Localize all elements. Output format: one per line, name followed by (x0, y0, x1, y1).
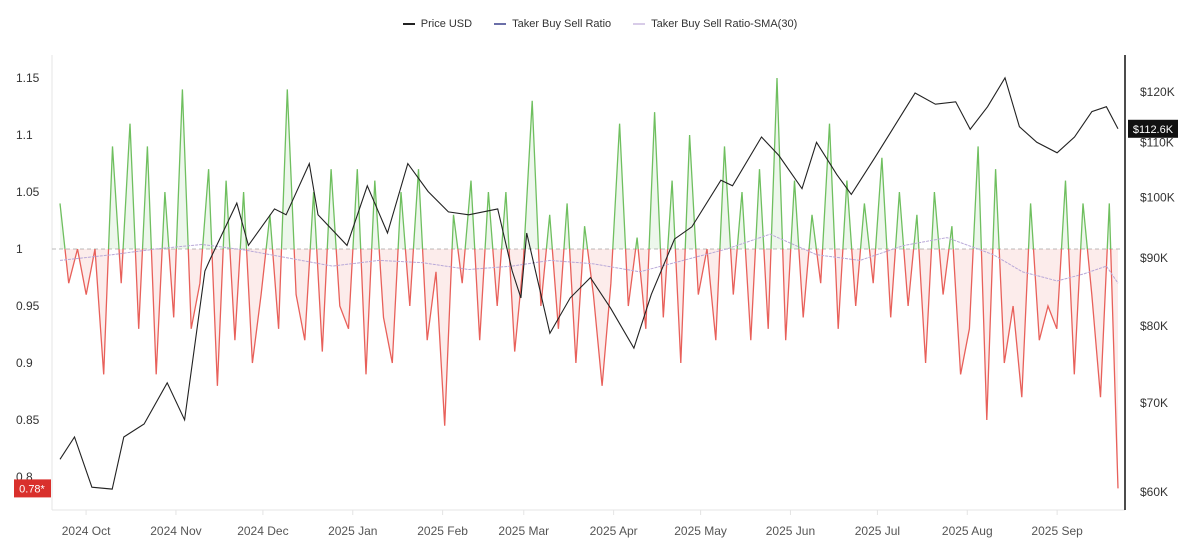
ratio-line-below (64, 249, 1119, 489)
y-right-tick-label: $90K (1140, 251, 1168, 265)
x-tick-label: 2024 Nov (150, 524, 201, 538)
legend-swatch-icon (633, 23, 646, 25)
legend-item-sma[interactable]: Taker Buy Sell Ratio-SMA(30) (633, 18, 797, 30)
legend-swatch-icon (402, 23, 415, 25)
y-left-tick-label: 0.95 (16, 299, 40, 313)
y-right-tick-label: $60K (1140, 485, 1168, 499)
y-left-tick-label: 0.9 (16, 356, 33, 370)
legend-label: Taker Buy Sell Ratio (512, 18, 612, 30)
x-tick-label: 2025 Aug (942, 524, 993, 538)
y-left-tick-label: 1.1 (16, 128, 33, 142)
legend-item-price[interactable]: Price USD (402, 18, 473, 30)
legend-label: Price USD (420, 18, 473, 30)
y-right-tick-label: $70K (1140, 396, 1168, 410)
price-last-value-badge (1128, 119, 1178, 138)
x-tick-label: 2025 Jan (328, 524, 377, 538)
y-left-tick-label: 1.15 (16, 71, 40, 85)
ratio-area-below (60, 249, 1118, 489)
x-tick-label: 2024 Oct (62, 524, 111, 538)
legend-swatch-icon (494, 23, 507, 25)
x-tick-label: 2025 May (674, 524, 727, 538)
sma-line (59, 233, 1119, 284)
x-tick-label: 2025 Apr (590, 524, 638, 538)
chart-legend: Price USD Taker Buy Sell Ratio Taker Buy… (0, 18, 1200, 30)
y-right-tick-label: $80K (1140, 319, 1168, 333)
y-left-tick-label: 1.05 (16, 185, 40, 199)
y-right-tick-label: $110K (1140, 135, 1174, 149)
legend-item-ratio[interactable]: Taker Buy Sell Ratio (494, 18, 611, 30)
x-tick-label: 2024 Dec (237, 524, 288, 538)
ratio-area-above (60, 78, 1118, 249)
y-right-tick-label: $120K (1140, 85, 1175, 99)
y-left-tick-label: 0.85 (16, 413, 40, 427)
y-left-tick-label: 1 (16, 242, 23, 256)
x-tick-label: 2025 Jul (855, 524, 900, 538)
x-tick-label: 2025 Mar (498, 524, 549, 538)
y-right-tick-label: $100K (1140, 190, 1175, 204)
price-last-value: $112.6K (1133, 124, 1174, 136)
x-tick-label: 2025 Feb (417, 524, 468, 538)
legend-label: Taker Buy Sell Ratio-SMA(30) (651, 18, 798, 30)
ratio-last-value-badge (14, 479, 51, 498)
ratio-last-value: 0.78* (19, 483, 45, 495)
x-tick-label: 2025 Jun (766, 524, 815, 538)
price-line (59, 76, 1119, 490)
x-tick-label: 2025 Sep (1031, 524, 1083, 538)
